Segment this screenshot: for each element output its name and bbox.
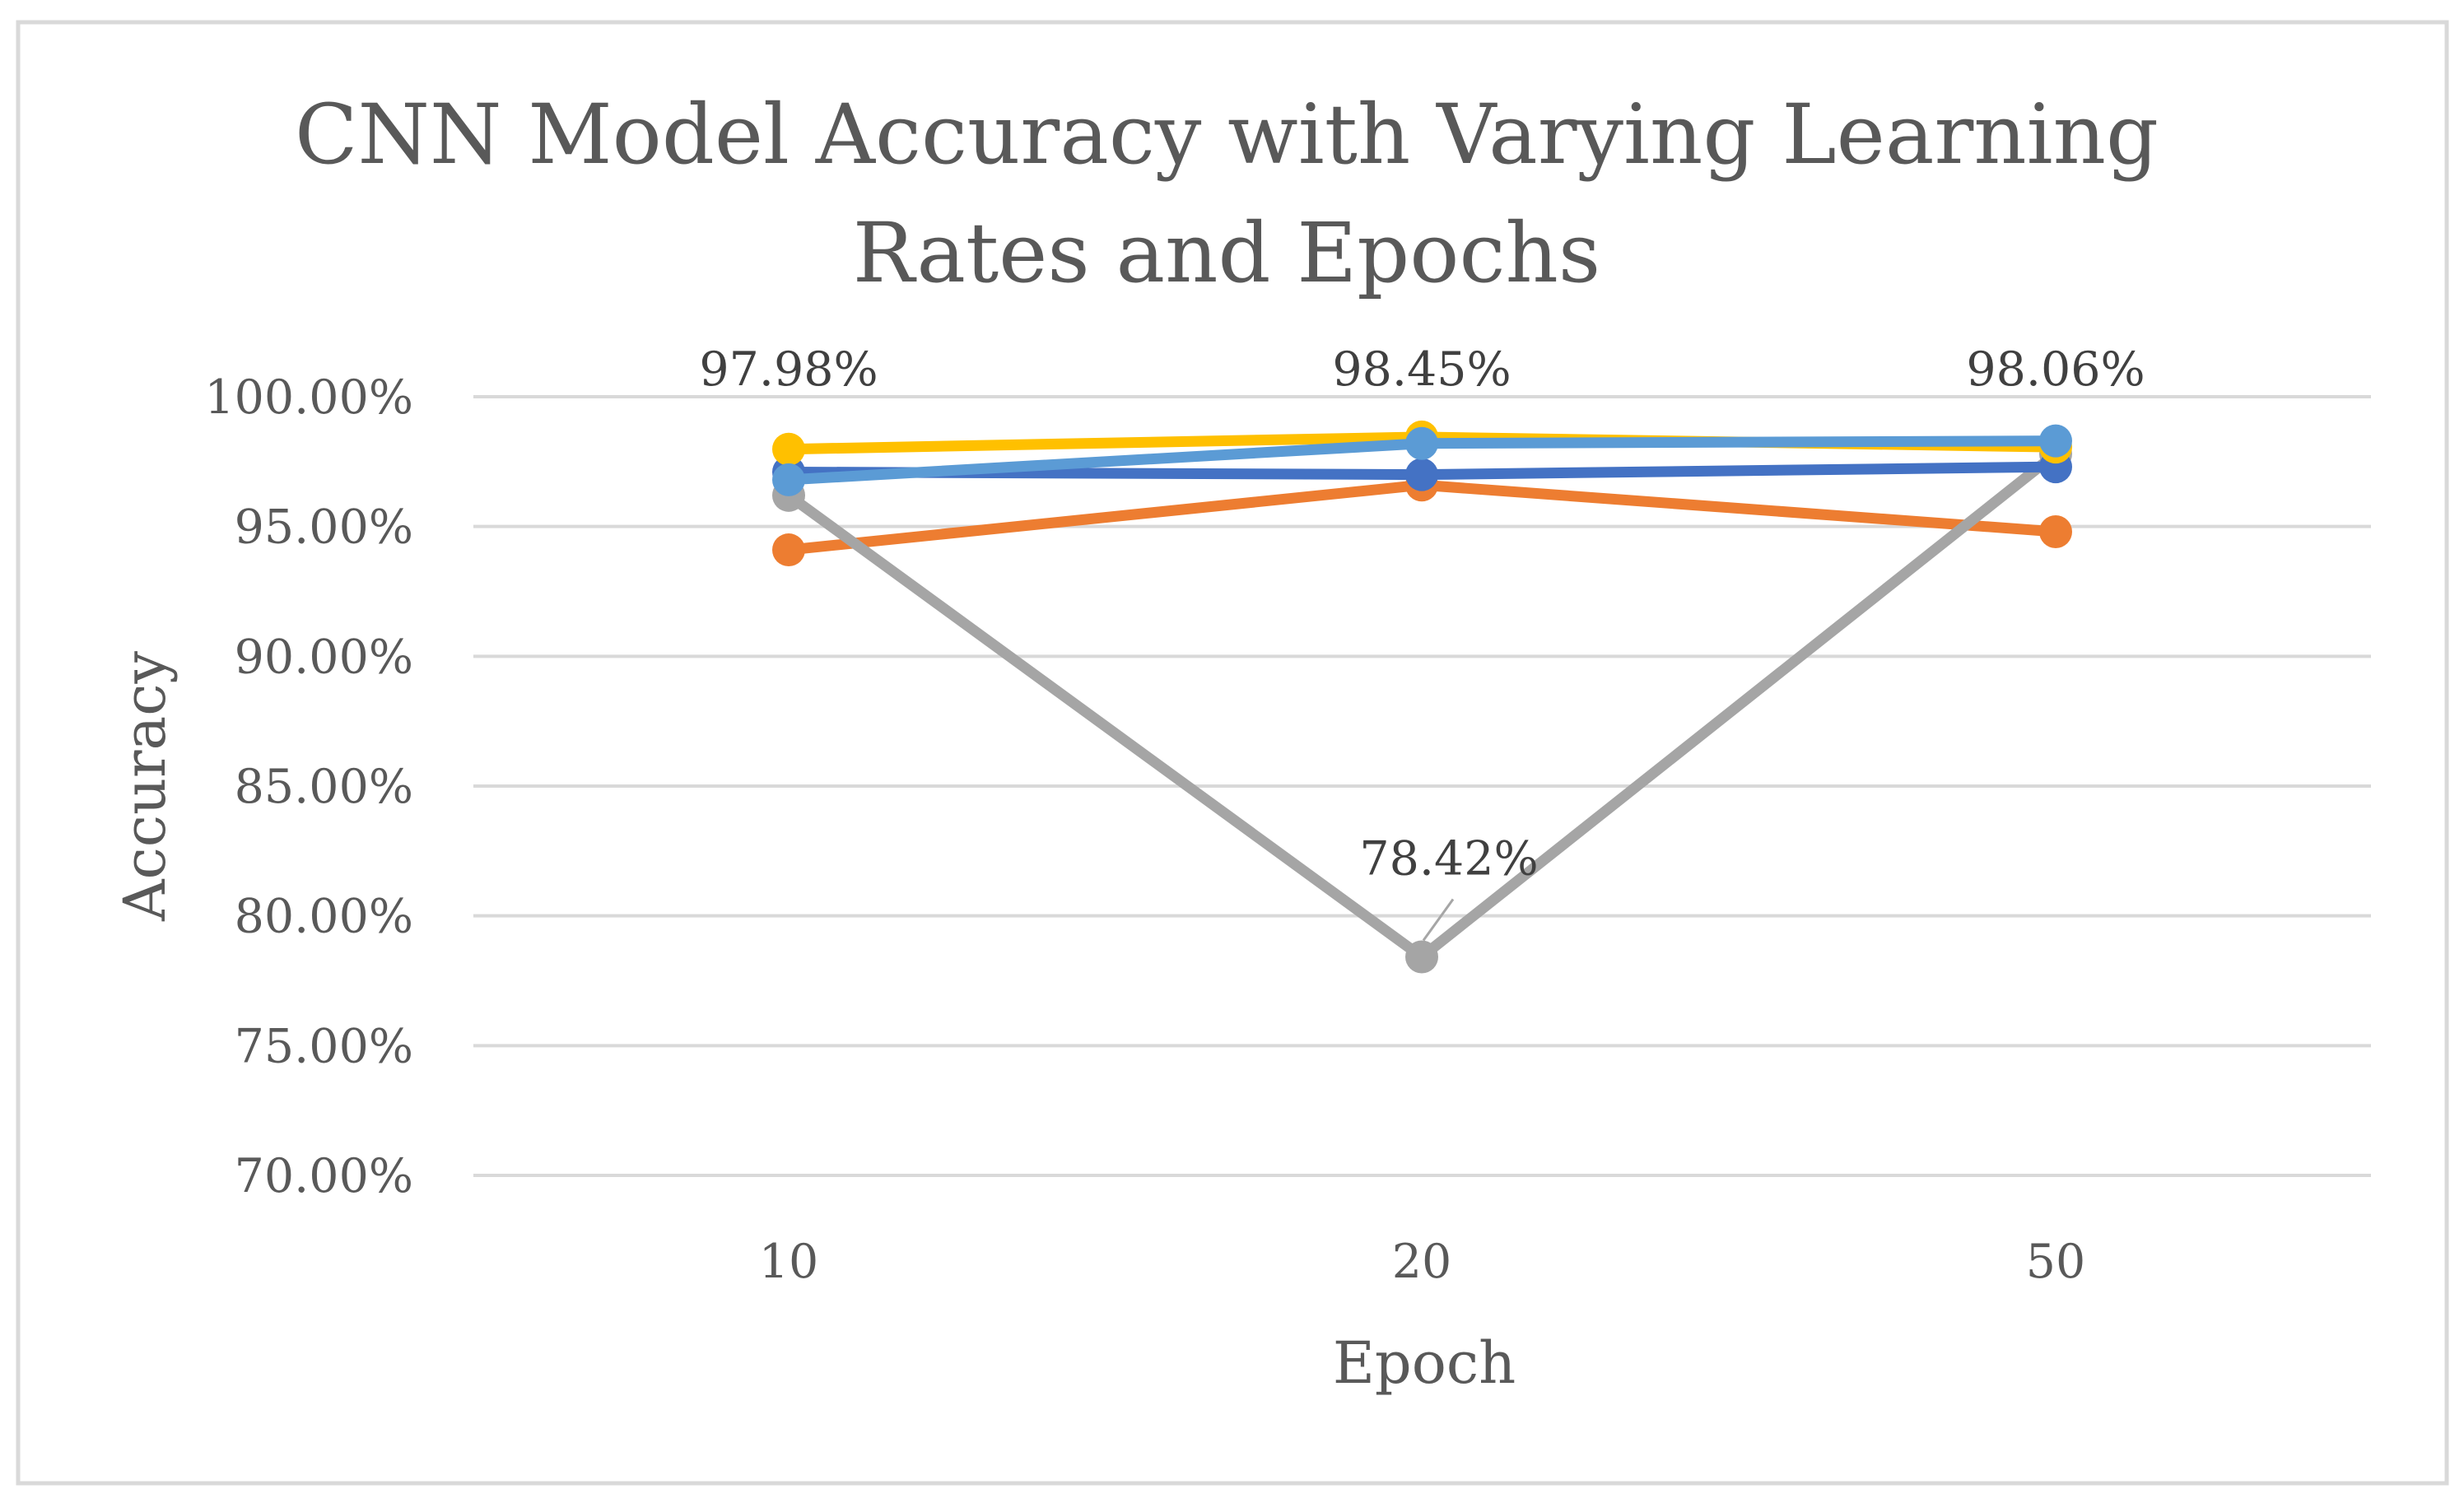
data-label-leader bbox=[1422, 898, 1455, 942]
data-point bbox=[772, 432, 805, 466]
x-tick-label: 20 bbox=[1392, 1235, 1452, 1289]
x-axis-tick-labels: 10 20 50 bbox=[759, 1235, 2086, 1289]
data-point bbox=[2039, 424, 2072, 458]
data-label-leaders bbox=[1422, 898, 1455, 942]
chart-border bbox=[16, 20, 2449, 1486]
x-tick-label: 50 bbox=[2026, 1235, 2086, 1289]
data-point bbox=[1405, 426, 1438, 460]
data-point bbox=[2039, 514, 2072, 548]
y-tick-label: 80.00% bbox=[235, 890, 413, 944]
y-tick-label: 100.00% bbox=[204, 370, 413, 425]
x-axis-title: Epoch bbox=[1333, 1329, 1516, 1397]
data-labels: 97.98% 98.45% 98.06% 78.42% bbox=[699, 342, 2145, 886]
y-axis-tick-labels: 70.00% 75.00% 80.00% 85.00% 90.00% 95.00% 100.… bbox=[204, 370, 413, 1203]
data-label: 98.06% bbox=[1966, 342, 2145, 397]
chart-title-line-2: Rates and Epochs bbox=[853, 205, 1600, 301]
data-label: 78.42% bbox=[1359, 831, 1538, 886]
data-point bbox=[772, 533, 805, 567]
y-tick-label: 75.00% bbox=[235, 1019, 413, 1073]
y-axis-title: Accuracy bbox=[111, 651, 179, 922]
data-point bbox=[1405, 458, 1438, 491]
y-tick-label: 85.00% bbox=[235, 760, 413, 814]
y-tick-label: 70.00% bbox=[235, 1149, 413, 1203]
data-point bbox=[772, 463, 805, 496]
y-tick-label: 95.00% bbox=[235, 500, 413, 555]
data-label: 97.98% bbox=[699, 342, 878, 397]
series-5 bbox=[772, 424, 2072, 496]
x-tick-label: 10 bbox=[759, 1235, 819, 1289]
y-tick-label: 90.00% bbox=[235, 630, 413, 684]
data-point bbox=[1405, 940, 1438, 974]
data-label: 98.45% bbox=[1332, 342, 1511, 397]
series-lines bbox=[772, 420, 2072, 974]
chart-title-line-1: CNN Model Accuracy with Varying Learning bbox=[295, 86, 2159, 183]
